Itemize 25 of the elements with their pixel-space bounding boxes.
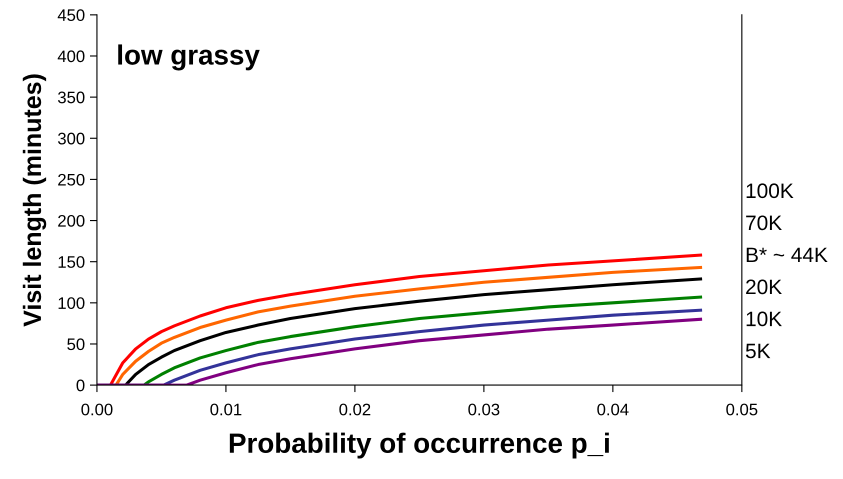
text: B* ~ 44K [746, 248, 828, 262]
y-tick-label: 250 [58, 174, 84, 186]
y-tick-label: 400 [58, 50, 84, 62]
text: 20K [746, 280, 782, 294]
y-tick-label: 100 [58, 297, 84, 310]
text: 10K [746, 312, 782, 326]
text: 5K [746, 344, 770, 358]
x-tick-label: 0.00 [81, 404, 113, 416]
x-tick-label: 0.02 [339, 404, 370, 416]
y-tick-label: 350 [58, 92, 84, 104]
x-tick-label: 0.03 [468, 404, 500, 416]
y-tick-label: 50 [67, 338, 84, 350]
y-tick-label: 150 [58, 256, 84, 268]
annotation: low grassy [118, 44, 260, 70]
y-axis-title: Visit length (minutes) [22, 74, 46, 327]
y-tick-label: 450 [58, 9, 84, 22]
x-tick-label: 0.05 [726, 404, 758, 416]
y-tick-label: 200 [58, 214, 84, 227]
text: 70K [746, 215, 782, 230]
x-tick-label: 0.01 [210, 404, 242, 416]
x-axis-title: Probability of occurrence p_i [230, 432, 609, 458]
text: 100K [746, 183, 794, 198]
x-tick-label: 0.04 [597, 404, 629, 416]
y-tick-label: 0 [76, 380, 84, 392]
y-tick-label: 300 [58, 132, 84, 144]
